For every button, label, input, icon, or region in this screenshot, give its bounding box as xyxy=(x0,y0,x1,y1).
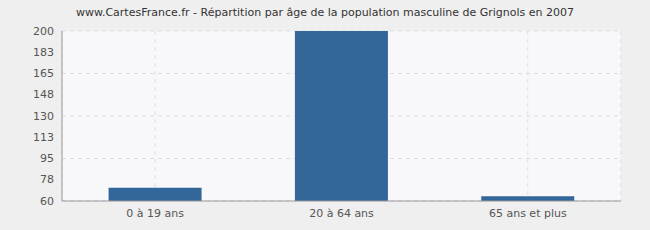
svg-text:60: 60 xyxy=(40,195,54,208)
svg-text:165: 165 xyxy=(33,67,54,80)
svg-text:78: 78 xyxy=(40,173,54,186)
svg-text:20 à 64 ans: 20 à 64 ans xyxy=(309,207,374,220)
svg-text:183: 183 xyxy=(33,46,54,59)
svg-text:65 ans et plus: 65 ans et plus xyxy=(489,207,567,220)
svg-text:148: 148 xyxy=(33,88,54,101)
html-text:www.CartesFrance.fr - Répartit: www.CartesFrance.fr - Répartition par âg… xyxy=(75,6,575,19)
svg-text:130: 130 xyxy=(33,110,54,123)
svg-text:95: 95 xyxy=(40,152,54,165)
svg-text:113: 113 xyxy=(33,131,54,144)
svg-text:0 à 19 ans: 0 à 19 ans xyxy=(126,207,184,220)
svg-text:200: 200 xyxy=(33,25,54,38)
